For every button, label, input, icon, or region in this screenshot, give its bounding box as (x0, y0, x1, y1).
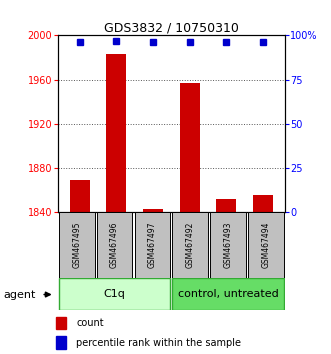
Text: GSM467496: GSM467496 (110, 222, 119, 268)
Title: GDS3832 / 10750310: GDS3832 / 10750310 (104, 21, 239, 34)
Text: percentile rank within the sample: percentile rank within the sample (76, 337, 241, 348)
Bar (172, 278, 284, 310)
Bar (253, 195, 273, 212)
Bar (216, 199, 236, 212)
Text: GSM467492: GSM467492 (186, 222, 195, 268)
Bar (172, 212, 208, 278)
Bar (135, 212, 170, 278)
Bar (56, 336, 67, 349)
Bar (56, 316, 67, 329)
Bar (179, 83, 200, 212)
Text: C1q: C1q (104, 289, 125, 299)
Text: control, untreated: control, untreated (178, 289, 278, 299)
Bar (70, 180, 90, 212)
Text: GSM467497: GSM467497 (148, 222, 157, 268)
Bar (59, 278, 170, 310)
Bar (59, 212, 95, 278)
Bar (97, 212, 132, 278)
Text: GSM467494: GSM467494 (261, 222, 270, 268)
Text: agent: agent (3, 290, 36, 299)
Text: GSM467495: GSM467495 (72, 222, 81, 268)
Bar (106, 54, 126, 212)
Text: GSM467493: GSM467493 (223, 222, 232, 268)
Bar (210, 212, 246, 278)
Bar (248, 212, 284, 278)
Text: count: count (76, 318, 104, 328)
Bar (143, 209, 163, 212)
